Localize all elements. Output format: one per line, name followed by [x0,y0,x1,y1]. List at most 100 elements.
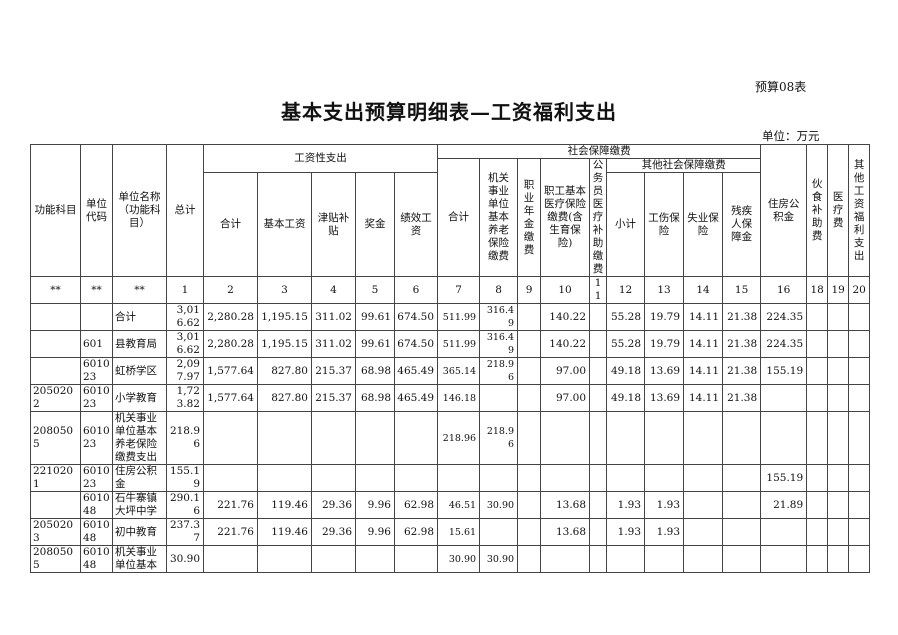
table-cell: 601023 [80,411,113,465]
table-cell [848,545,871,573]
header-func: 功能科目 [30,144,81,277]
table-cell: 290.16 [166,491,204,519]
table-cell [848,357,871,385]
table-cell [827,491,850,519]
table-cell: 62.98 [393,518,439,546]
table-cell: 62.98 [393,491,439,519]
table-cell: 1,195.15 [257,330,312,358]
table-cell: 21.89 [760,491,808,519]
table-cell [760,518,808,546]
table-cell: 21.38 [722,330,762,358]
table-cell: 601023 [80,357,113,385]
table-row: 合计 3,016.62 2,280.28 1,195.15 311.02 99.61 674… [30,303,871,331]
header-medical: 职工基本医疗保险缴费(含生育保险) [540,158,591,277]
index-cell: ** [112,276,167,304]
table-cell: 1,723.82 [166,384,204,412]
table-cell [311,545,356,573]
table-cell: 55.28 [606,303,646,331]
table-cell [848,464,871,492]
table-cell [540,545,591,573]
index-cell: 16 [760,276,808,304]
index-cell: 15 [722,276,762,304]
table-cell: 146.18 [437,384,481,412]
table-cell [355,545,395,573]
table-cell: 215.37 [311,384,356,412]
table-cell: 1.93 [606,491,646,519]
table-cell [760,545,808,573]
table-cell [848,384,871,412]
table-cell: 13.68 [540,518,591,546]
table-cell [848,491,871,519]
table-cell [848,330,871,358]
table-cell: 13.69 [644,357,685,385]
table-cell: 601023 [80,464,113,492]
table-cell [203,411,258,465]
table-cell: 55.28 [606,330,646,358]
table-cell [722,518,762,546]
table-cell: 3,016.62 [166,303,204,331]
table-cell: 初中教育 [112,518,167,546]
table-cell: 1,577.64 [203,384,258,412]
table-row: 2050202 601023 小学教育 1,723.82 1,577.64 827.80 2… [30,384,871,412]
table-row: 601 县教育局 3,016.62 2,280.28 1,195.15 311.02 99.… [30,330,871,358]
table-cell [589,330,608,358]
table-cell: 99.61 [355,303,395,331]
table-cell: 30.90 [166,545,204,573]
table-cell: 155.19 [760,357,808,385]
table-cell [848,518,871,546]
header-unemployment: 失业保险 [683,172,724,277]
table-cell: 2050203 [30,518,81,546]
table-cell [517,545,542,573]
table-cell: 311.02 [311,330,356,358]
index-cell: 5 [355,276,395,304]
index-cell: 6 [393,276,439,304]
table-cell: 石牛寨镇大坪中学 [112,491,167,519]
table-cell [644,464,685,492]
table-cell [479,384,519,412]
table-cell: 13.68 [540,491,591,519]
table-cell [589,303,608,331]
table-cell [806,330,829,358]
table-cell: 1.93 [644,518,685,546]
table-cell: 29.36 [311,518,356,546]
table-cell: 99.61 [355,330,395,358]
table-cell: 511.99 [437,330,481,358]
table-cell: 601023 [80,384,113,412]
table-cell: 601048 [80,545,113,573]
table-cell: 97.00 [540,384,591,412]
table-cell: 1,577.64 [203,357,258,385]
table-cell: 465.49 [393,357,439,385]
table-cell [722,545,762,573]
table-cell: 311.02 [311,303,356,331]
table-cell: 2080505 [30,545,81,573]
table-cell: 9.96 [355,518,395,546]
table-cell [257,545,312,573]
table-cell [606,464,646,492]
header-social-sum: 合计 [437,158,481,277]
table-row: 2080505 601023 机关事业单位基本养老保险缴费支出 218.96 218.9… [30,411,871,465]
table-cell [606,545,646,573]
index-cell: 10 [540,276,591,304]
table-cell: 119.46 [257,491,312,519]
table-cell [644,545,685,573]
table-cell: 218.96 [437,411,481,465]
index-cell: 7 [437,276,481,304]
table-cell: 2,097.97 [166,357,204,385]
table-cell [30,491,81,519]
table-cell: 小学教育 [112,384,167,412]
table-cell [683,518,724,546]
table-cell [393,545,439,573]
header-performance: 绩效工资 [393,172,439,277]
index-cell: ** [30,276,81,304]
table-cell [644,411,685,465]
table-cell: 3,016.62 [166,330,204,358]
index-cell: 18 [806,276,829,304]
table-cell [589,491,608,519]
table-cell: 14.11 [683,330,724,358]
table-cell: 30.90 [437,545,481,573]
table-cell [479,464,519,492]
header-wage-group: 工资性支出 [202,143,439,174]
header-annuity: 职业年金缴费 [517,158,542,277]
table-cell: 1,195.15 [257,303,312,331]
table-row: 2080505 601048 机关事业单位基本 30.90 30.90 30.90 [30,545,871,573]
